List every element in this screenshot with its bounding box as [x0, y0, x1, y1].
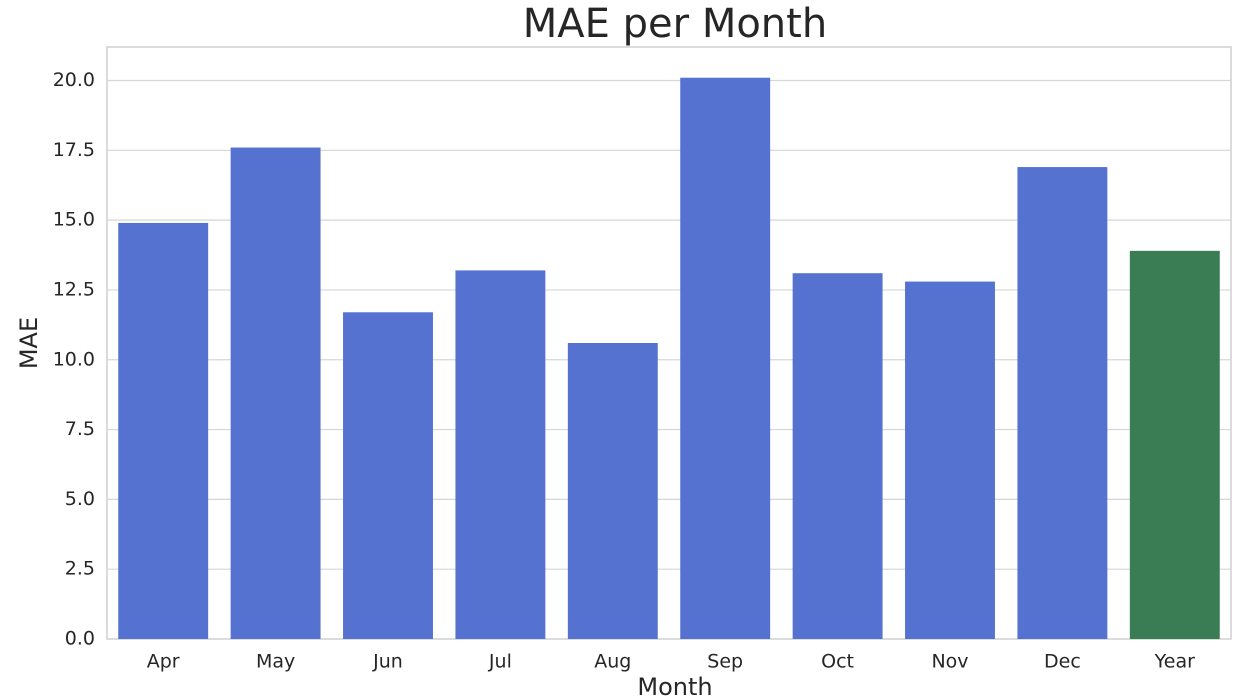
bar — [905, 281, 995, 639]
bar — [118, 222, 209, 639]
x-tick-label: Nov — [931, 651, 968, 673]
y-tick-label: 0.0 — [65, 628, 95, 650]
y-tick-label: 17.5 — [53, 139, 95, 161]
y-tick-label: 5.0 — [65, 488, 95, 510]
bar — [792, 273, 883, 639]
bar — [343, 312, 433, 639]
y-tick-label: 12.5 — [53, 278, 95, 300]
x-tick-label: Aug — [594, 651, 631, 673]
y-tick-label: 2.5 — [65, 558, 95, 580]
y-tick-label: 10.0 — [53, 348, 95, 370]
y-tick-label: 7.5 — [65, 418, 95, 440]
x-axis-label: Month — [637, 673, 712, 700]
y-tick-label: 15.0 — [53, 209, 95, 231]
x-tick-label: Oct — [821, 651, 854, 673]
x-tick-label: Year — [1154, 651, 1195, 673]
bar — [455, 270, 546, 639]
x-tick-label: Sep — [707, 651, 743, 673]
bar — [230, 147, 321, 639]
x-tick-label: Jul — [488, 651, 512, 673]
x-tick-label: Jun — [372, 651, 403, 673]
y-axis-label: MAE — [15, 317, 43, 369]
chart-title: MAE per Month — [523, 1, 827, 47]
x-tick-label: Apr — [147, 651, 180, 673]
y-tick-label: 20.0 — [53, 69, 95, 91]
bar — [1017, 167, 1108, 639]
x-tick-label: May — [256, 651, 295, 673]
x-tick-label: Dec — [1044, 651, 1081, 673]
bar — [567, 343, 658, 639]
bar — [680, 77, 771, 639]
bar — [1129, 250, 1220, 639]
